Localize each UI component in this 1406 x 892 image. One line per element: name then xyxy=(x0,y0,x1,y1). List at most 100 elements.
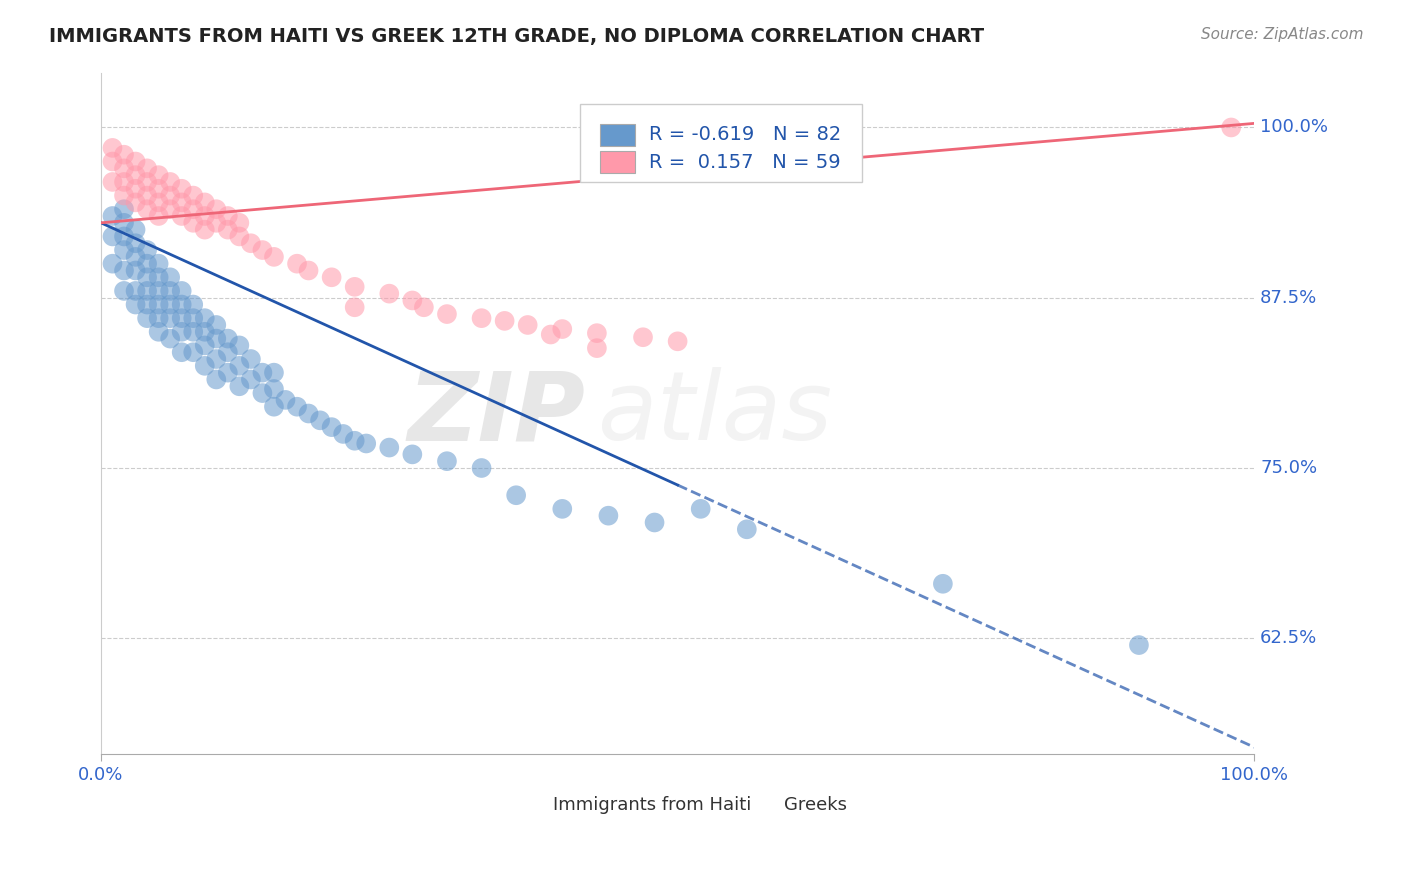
Point xyxy=(1220,120,1243,135)
Point xyxy=(112,243,135,257)
Point xyxy=(136,284,159,298)
Point xyxy=(124,168,146,182)
Point xyxy=(666,334,689,349)
Point xyxy=(112,216,135,230)
Text: Immigrants from Haiti: Immigrants from Haiti xyxy=(553,797,751,814)
Point xyxy=(136,311,159,326)
Point xyxy=(343,300,366,314)
Point xyxy=(401,447,423,461)
Point xyxy=(285,400,308,414)
Point xyxy=(136,270,159,285)
Point xyxy=(101,154,124,169)
Point xyxy=(631,330,654,344)
Point xyxy=(159,311,181,326)
FancyBboxPatch shape xyxy=(579,103,862,182)
Point xyxy=(124,263,146,277)
Point xyxy=(263,400,285,414)
Point xyxy=(181,345,204,359)
Point xyxy=(470,311,492,326)
Point xyxy=(470,461,492,475)
Point xyxy=(228,338,250,352)
Point xyxy=(321,270,343,285)
Point xyxy=(136,243,159,257)
Point xyxy=(598,508,620,523)
Point xyxy=(285,257,308,271)
Point xyxy=(112,147,135,161)
Point xyxy=(297,263,319,277)
Point xyxy=(297,407,319,421)
Point xyxy=(436,307,458,321)
Point xyxy=(136,257,159,271)
Point xyxy=(263,382,285,396)
Point xyxy=(148,311,170,326)
Point xyxy=(551,501,574,516)
Point xyxy=(332,426,354,441)
Bar xyxy=(747,795,772,815)
Bar xyxy=(516,795,541,815)
Point xyxy=(124,182,146,196)
Point xyxy=(159,175,181,189)
Point xyxy=(148,257,170,271)
Bar xyxy=(600,124,636,146)
Point xyxy=(124,250,146,264)
Point xyxy=(194,209,217,223)
Text: 87.5%: 87.5% xyxy=(1260,289,1317,307)
Point xyxy=(194,311,217,326)
Point xyxy=(124,195,146,210)
Point xyxy=(148,209,170,223)
Bar xyxy=(600,152,636,173)
Point xyxy=(343,280,366,294)
Point xyxy=(112,263,135,277)
Point xyxy=(378,441,401,455)
Point xyxy=(124,284,146,298)
Point xyxy=(148,297,170,311)
Point xyxy=(136,202,159,217)
Point xyxy=(136,175,159,189)
Point xyxy=(112,284,135,298)
Point xyxy=(401,293,423,308)
Point xyxy=(159,332,181,346)
Point xyxy=(101,229,124,244)
Point xyxy=(101,175,124,189)
Point xyxy=(228,229,250,244)
Point xyxy=(124,297,146,311)
Point xyxy=(194,338,217,352)
Point xyxy=(516,318,538,332)
Point xyxy=(505,488,527,502)
Point xyxy=(217,209,239,223)
Point xyxy=(170,311,193,326)
Point xyxy=(101,141,124,155)
Point xyxy=(112,175,135,189)
Text: R =  0.157   N = 59: R = 0.157 N = 59 xyxy=(648,153,841,172)
Point xyxy=(136,161,159,176)
Point xyxy=(540,327,562,342)
Point xyxy=(136,297,159,311)
Point xyxy=(205,202,228,217)
Point xyxy=(159,202,181,217)
Point xyxy=(170,284,193,298)
Text: 75.0%: 75.0% xyxy=(1260,459,1317,477)
Point xyxy=(932,576,955,591)
Point xyxy=(148,325,170,339)
Point xyxy=(159,297,181,311)
Point xyxy=(1128,638,1150,652)
Point xyxy=(205,332,228,346)
Point xyxy=(354,436,377,450)
Point xyxy=(181,188,204,202)
Point xyxy=(586,341,609,355)
Point xyxy=(735,522,758,536)
Point xyxy=(181,202,204,217)
Point xyxy=(228,359,250,373)
Point xyxy=(263,366,285,380)
Text: 62.5%: 62.5% xyxy=(1260,629,1317,648)
Point xyxy=(170,325,193,339)
Point xyxy=(205,351,228,366)
Point xyxy=(205,372,228,386)
Point xyxy=(217,366,239,380)
Point xyxy=(112,161,135,176)
Point xyxy=(205,216,228,230)
Point xyxy=(252,386,274,401)
Point xyxy=(378,286,401,301)
Point xyxy=(689,501,711,516)
Point xyxy=(101,209,124,223)
